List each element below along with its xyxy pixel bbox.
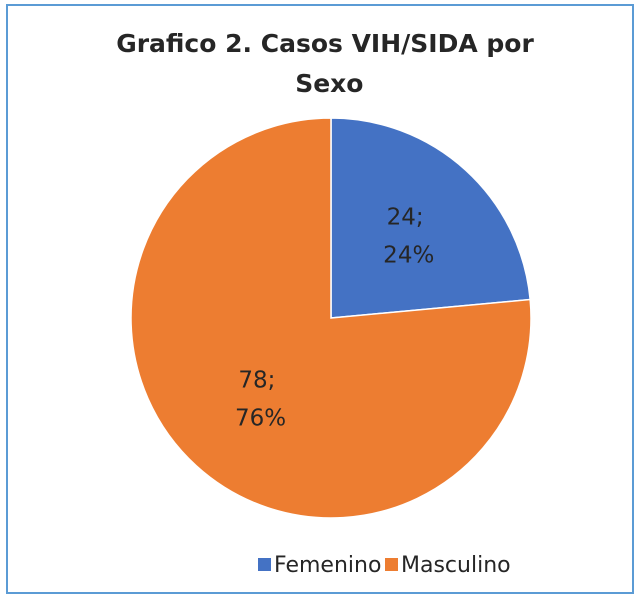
- data-label: 78; 76%: [228, 367, 286, 431]
- data-label-line: 24;: [387, 204, 424, 230]
- pie-slice: [130, 117, 532, 519]
- data-label: 24; 24%: [376, 204, 434, 268]
- chart-title: Grafico 2. Casos VIH/SIDA por Sexo: [116, 29, 534, 98]
- legend-label: Masculino: [401, 553, 511, 578]
- legend-swatch: [258, 558, 271, 571]
- pie-slice: [330, 117, 531, 319]
- title-line: Grafico 2. Casos VIH/SIDA por: [116, 29, 534, 58]
- title-line: Sexo: [287, 69, 364, 98]
- legend-swatch: [385, 558, 398, 571]
- legend-label: Femenino: [274, 553, 381, 578]
- data-label-line: 76%: [228, 405, 286, 431]
- data-label-line: 24%: [376, 242, 434, 268]
- data-label-line: 78;: [238, 367, 275, 393]
